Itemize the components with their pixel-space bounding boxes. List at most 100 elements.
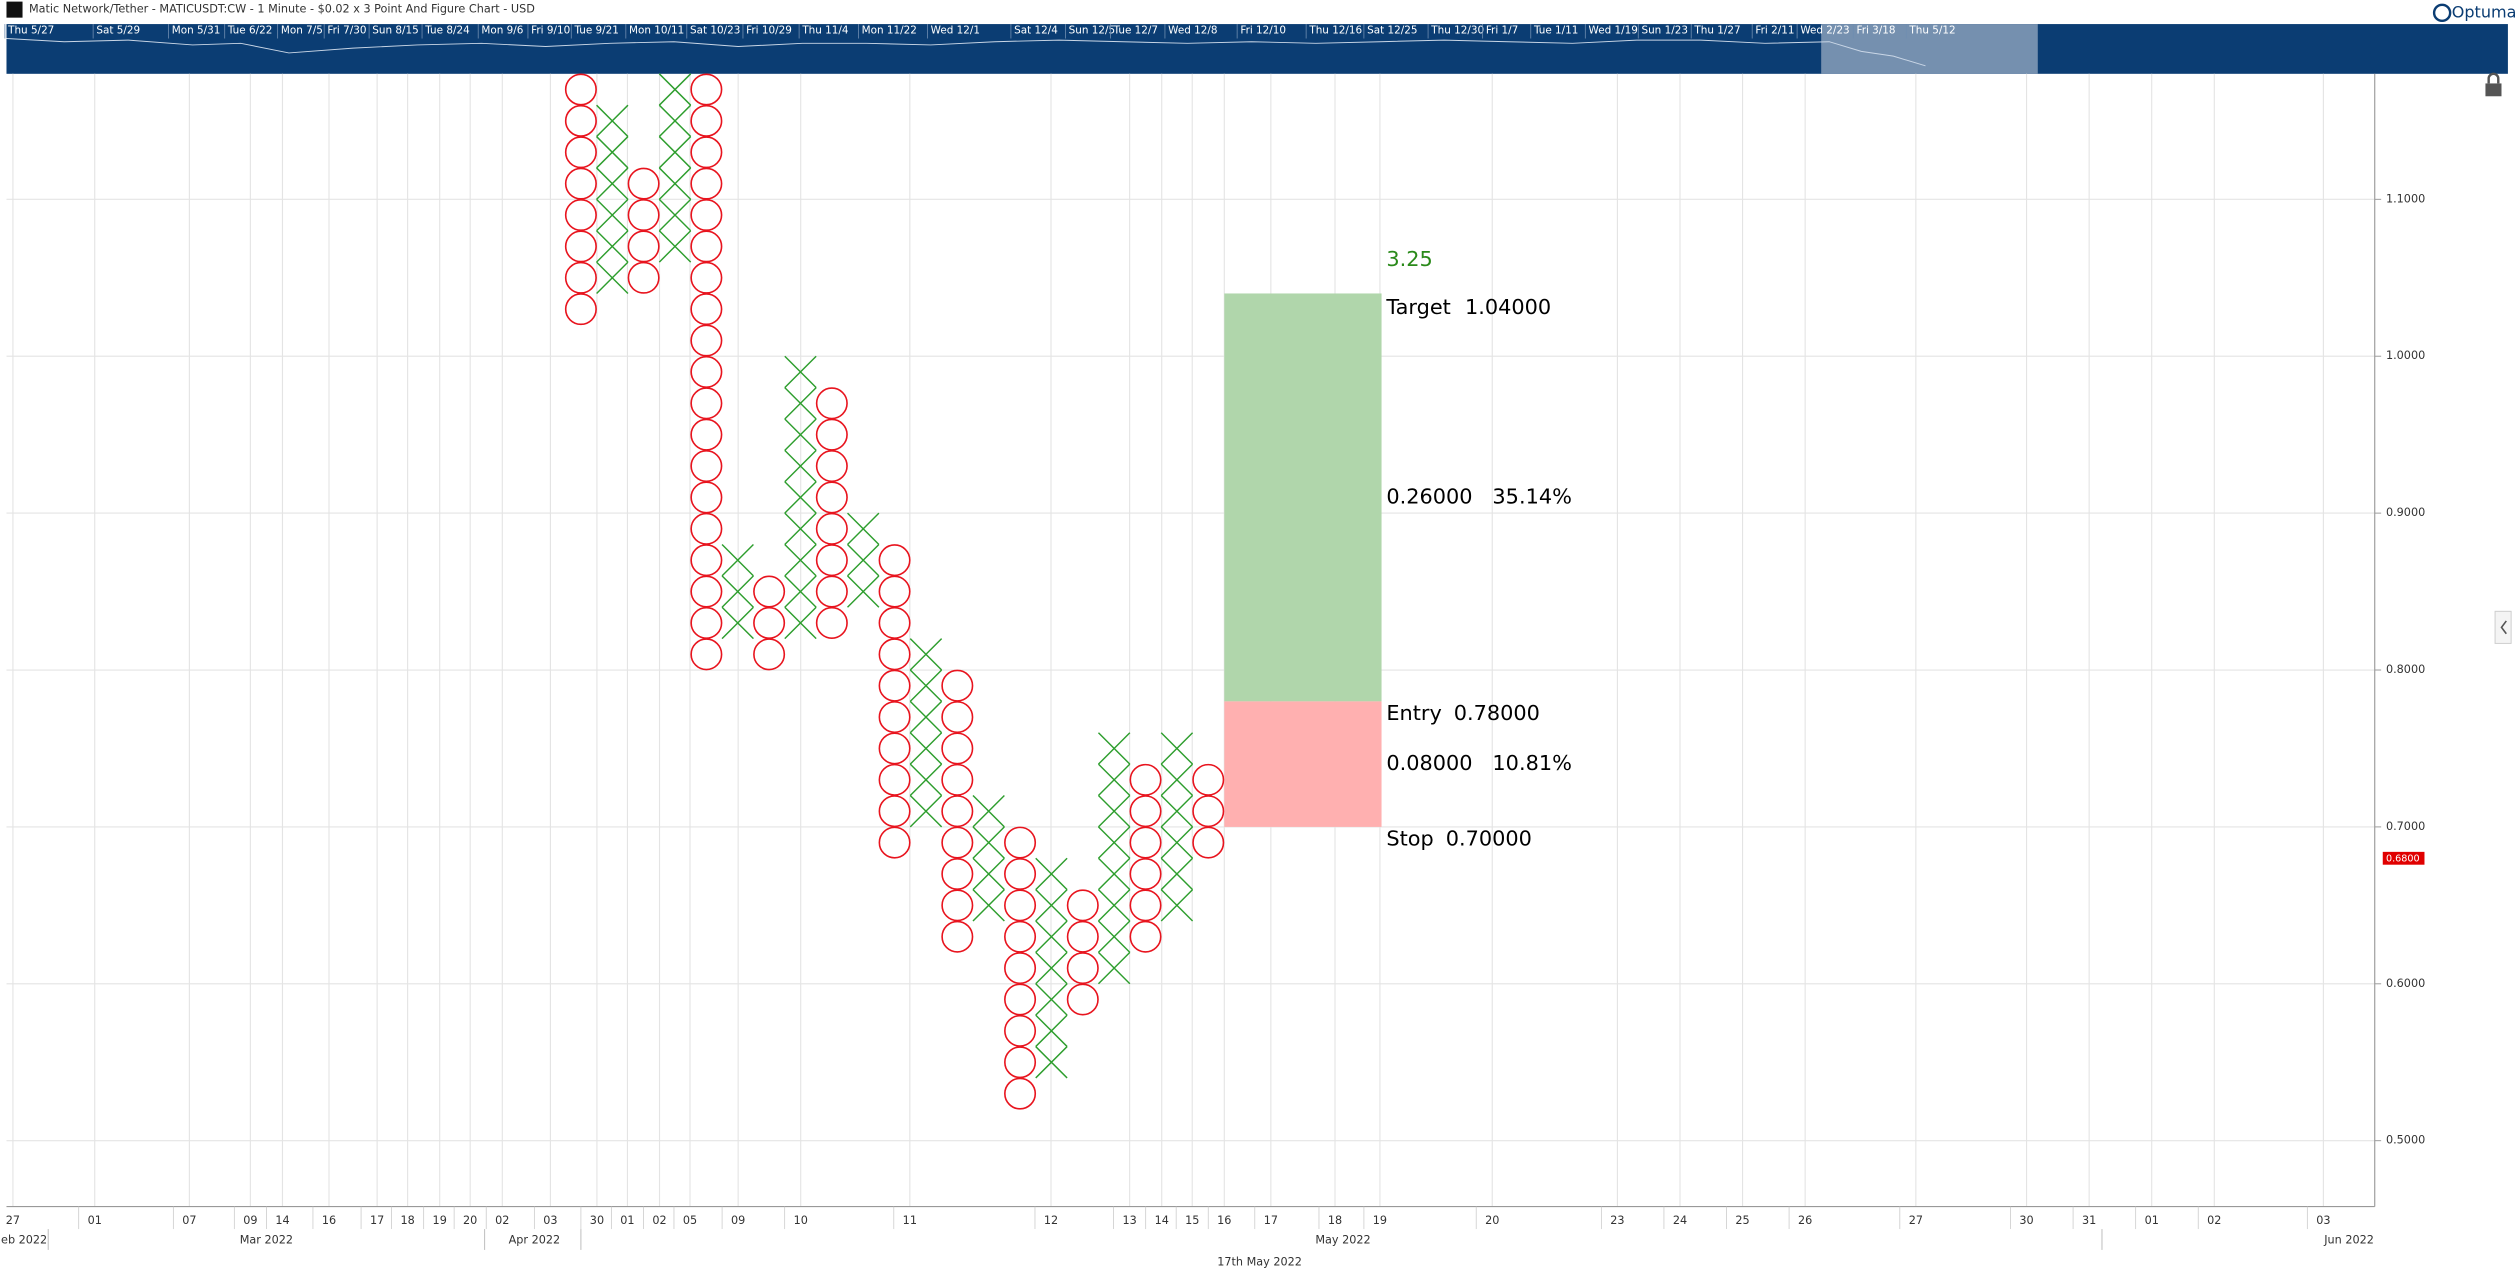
x-box (972, 826, 1005, 859)
navigator-date: Thu 11/4 (801, 24, 849, 36)
x-box (909, 669, 943, 702)
x-day-label: 19 (433, 1214, 447, 1227)
navigator-window[interactable] (1821, 24, 2038, 74)
o-box (690, 638, 723, 671)
o-box (1192, 763, 1225, 796)
o-box (690, 293, 723, 326)
o-column (941, 669, 974, 953)
o-box (627, 230, 660, 263)
x-box (1097, 732, 1131, 765)
x-box (596, 198, 629, 232)
logo-icon (2432, 3, 2452, 23)
o-column (1192, 763, 1225, 859)
x-box (909, 700, 943, 734)
x-day-label: 11 (903, 1214, 917, 1227)
stop-text: Stop (1386, 827, 1433, 851)
o-box (815, 544, 848, 577)
risk-zone (1224, 701, 1382, 827)
o-box (941, 826, 974, 859)
o-box (1192, 826, 1225, 859)
x-column (721, 543, 754, 640)
o-box (690, 575, 723, 608)
x-box (1097, 951, 1131, 985)
x-day-label: 14 (1155, 1214, 1169, 1227)
x-box (658, 136, 692, 169)
x-day-label: 09 (243, 1214, 257, 1227)
y-tick-label: 1.1000 (2386, 192, 2425, 205)
lock-body[interactable] (2485, 83, 2502, 97)
toggle-arrow[interactable] (2500, 620, 2507, 635)
toggle-tab[interactable] (2494, 610, 2512, 644)
o-box (1129, 763, 1162, 796)
o-box (690, 418, 723, 451)
navigator-date: Mon 5/31 (172, 24, 221, 36)
x-column (1160, 732, 1194, 922)
x-box (1035, 920, 1068, 953)
x-day-label: 30 (2019, 1214, 2033, 1227)
o-box (564, 261, 597, 294)
o-box (1129, 857, 1162, 890)
o-column (564, 73, 597, 326)
o-box (564, 230, 597, 263)
navigator-date: Fri 1/7 (1486, 24, 1518, 36)
x-day-label: 14 (275, 1214, 289, 1227)
o-box (941, 669, 974, 702)
x-box (847, 575, 880, 608)
x-box (658, 167, 692, 200)
o-box (815, 512, 848, 545)
x-box (1035, 889, 1068, 922)
x-day-label: 16 (1217, 1214, 1231, 1227)
target-text: Target (1385, 295, 1450, 319)
navigator-date: Mon 10/11 (629, 24, 684, 36)
reward-text: 0.26000 35.14% (1386, 484, 1572, 508)
x-box (909, 763, 943, 797)
o-box (753, 638, 786, 671)
x-box (658, 198, 692, 232)
x-day-label: 01 (620, 1214, 634, 1227)
x-box (1097, 889, 1131, 922)
o-column (1129, 763, 1162, 953)
o-box (1004, 826, 1037, 859)
lock-icon[interactable] (2485, 72, 2502, 97)
o-box (878, 606, 911, 639)
navigator-date: Thu 5/27 (7, 24, 54, 36)
o-column (753, 575, 786, 671)
o-box (690, 324, 723, 357)
x-day-label: 05 (683, 1214, 697, 1227)
plot-area (6, 73, 2375, 1207)
navigator-date: Thu 1/27 (1693, 24, 1740, 36)
navigator-date: Fri 9/10 (531, 24, 570, 36)
x-box (1035, 1014, 1068, 1048)
o-box (627, 167, 660, 200)
side-panel-toggle[interactable] (2494, 610, 2512, 644)
o-box (690, 167, 723, 200)
x-box (721, 606, 754, 640)
navigator-date: Sun 1/23 (1641, 24, 1687, 36)
o-box (690, 387, 723, 420)
x-box (784, 575, 817, 608)
navigator-date: Sat 5/29 (96, 24, 140, 36)
navigator-date: Mon 9/6 (481, 24, 523, 36)
last-price-label: 0.6800 (2386, 853, 2420, 864)
o-box (941, 920, 974, 953)
x-box (909, 732, 943, 765)
x-column (658, 73, 692, 263)
app-icon (6, 1, 23, 18)
x-month-label: eb 2022 (1, 1233, 47, 1246)
navigator[interactable]: Thu 5/27 Sat 5/29 Mon 5/31 Tue 6/22 Mon 7/5 F… (4, 24, 2508, 74)
x-column (1097, 732, 1131, 985)
y-tick-label: 0.9000 (2386, 506, 2425, 519)
x-day-label: 03 (543, 1214, 557, 1227)
o-box (1066, 983, 1099, 1016)
x-day-label: 17 (1264, 1214, 1278, 1227)
o-box (564, 167, 597, 200)
o-box (1129, 795, 1162, 828)
o-box (690, 450, 723, 483)
lock-shackle[interactable] (2487, 72, 2500, 84)
o-box (1129, 920, 1162, 953)
x-month-label: Apr 2022 (509, 1233, 561, 1246)
y-tick-label: 1.0000 (2386, 349, 2425, 362)
navigator-line (6, 38, 1926, 67)
x-box (784, 481, 817, 514)
x-column (596, 104, 629, 294)
